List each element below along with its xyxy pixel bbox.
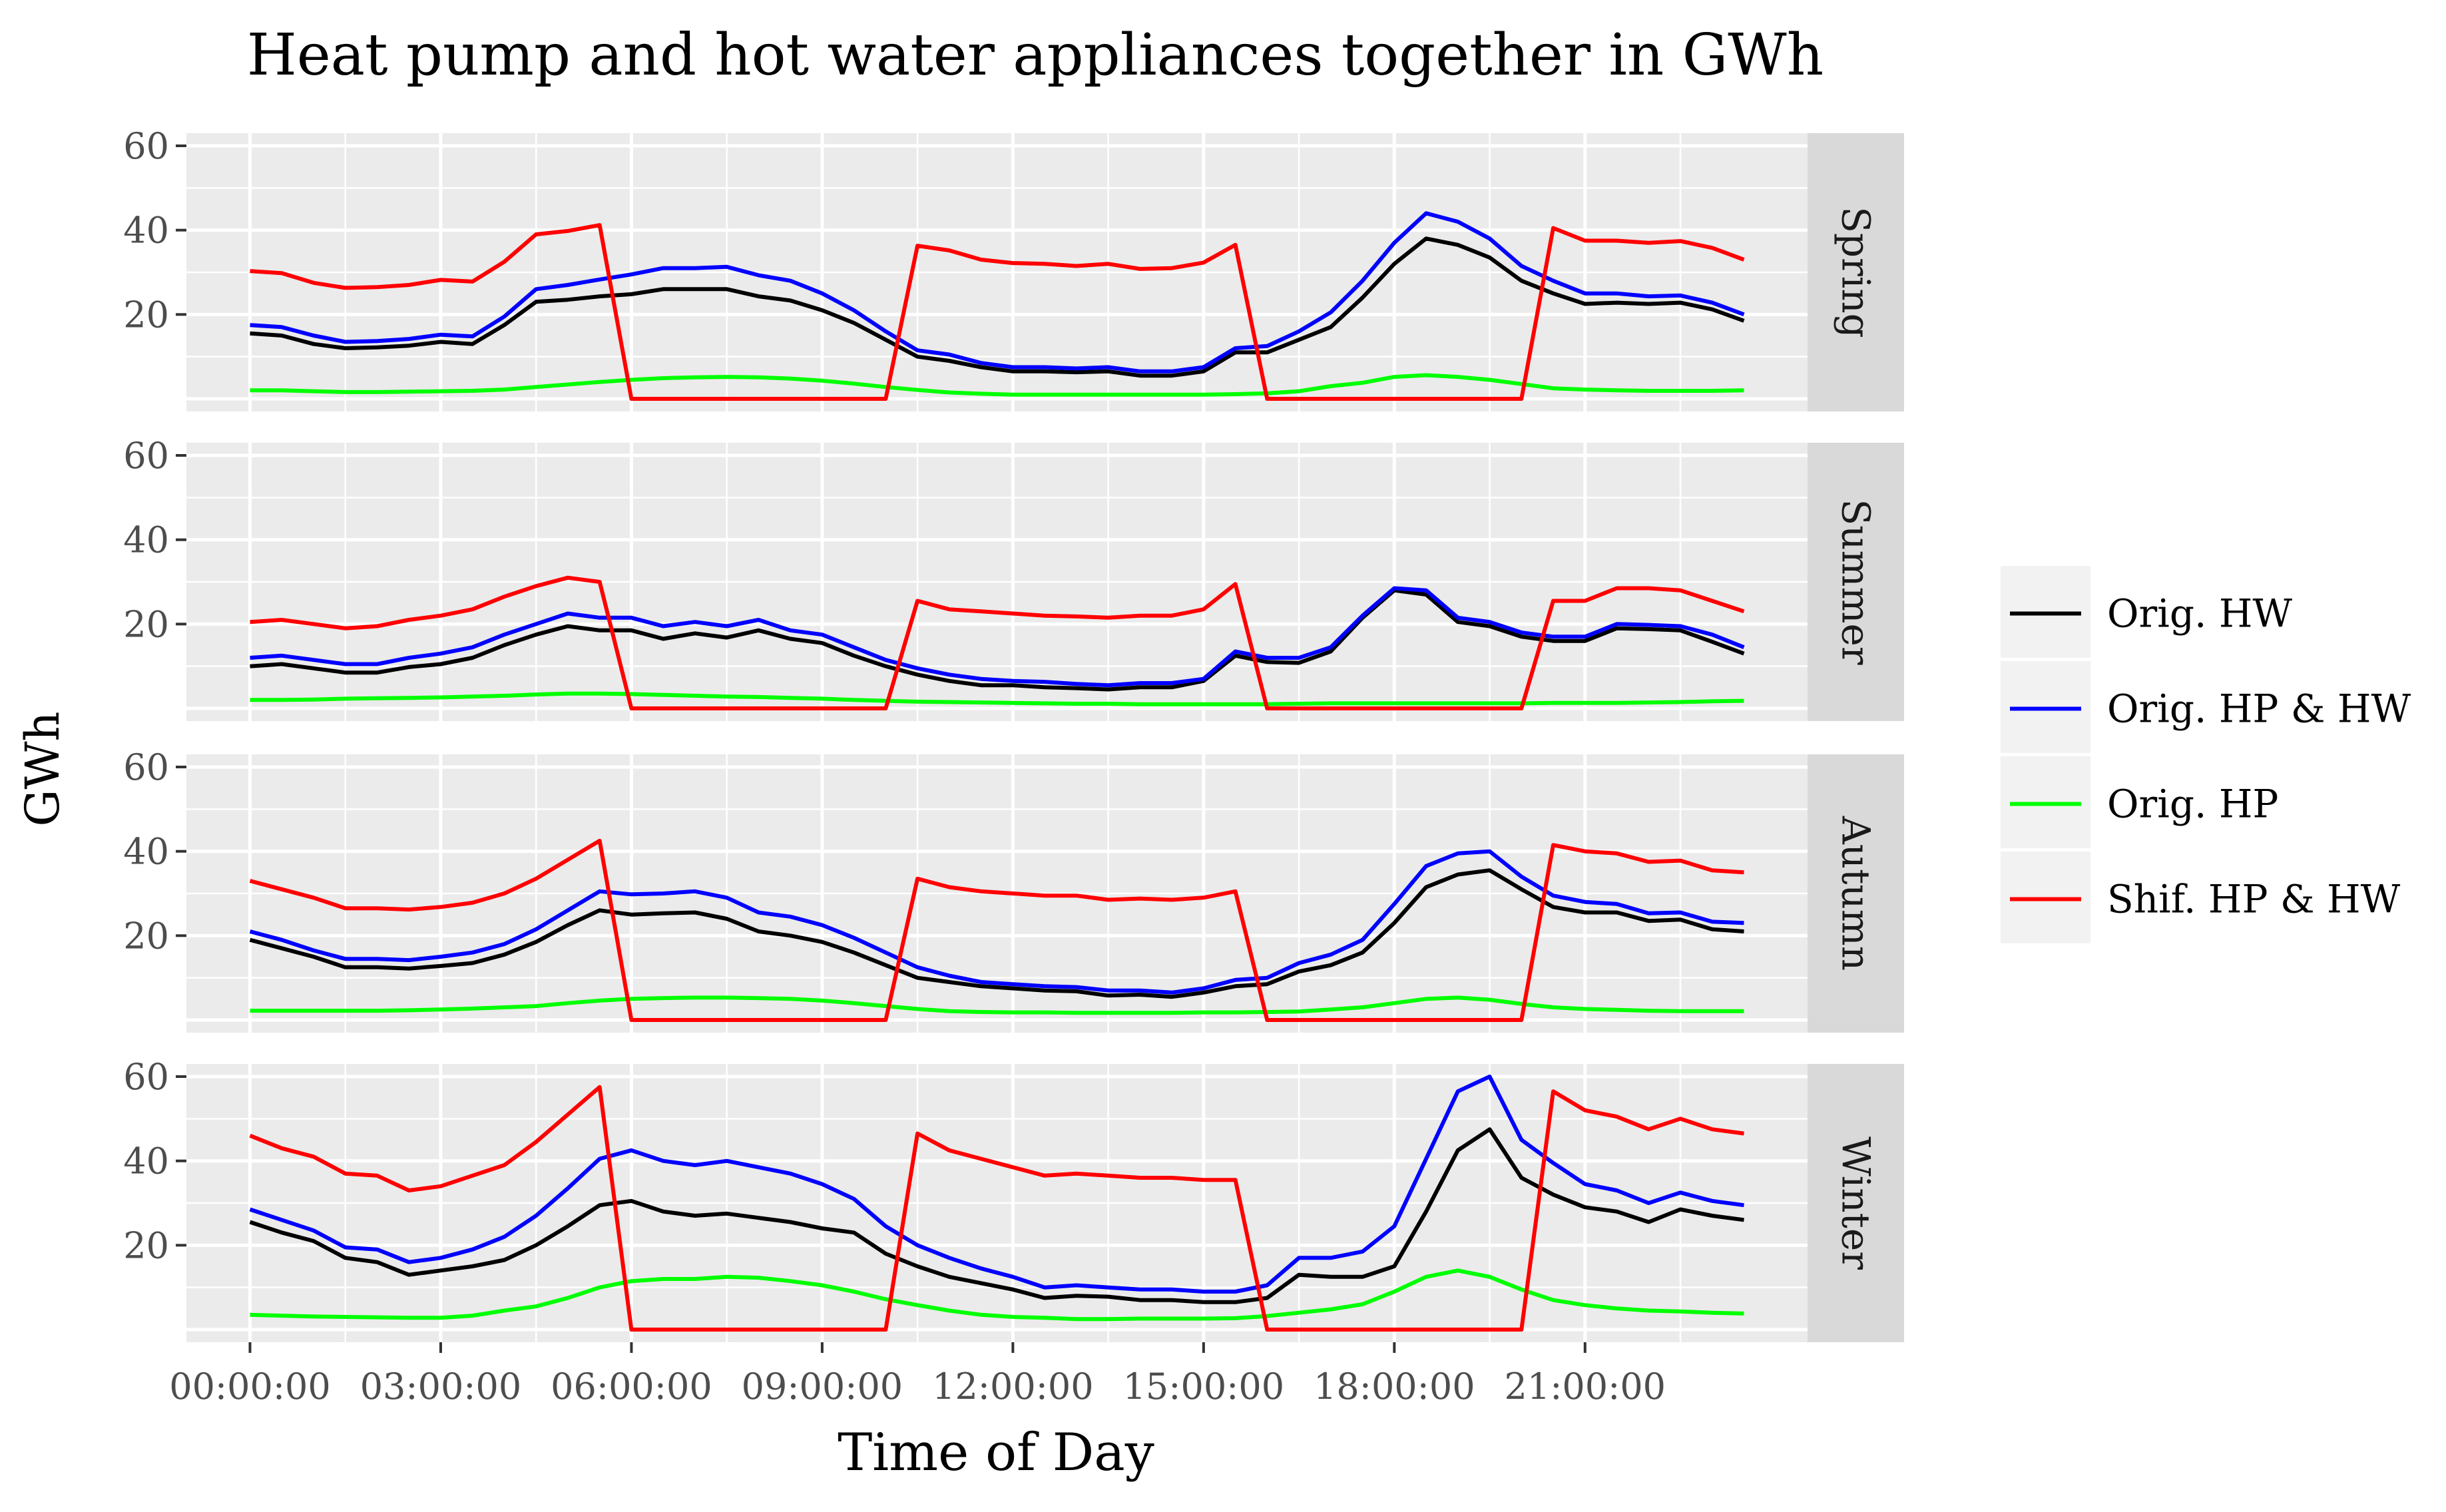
- x-tick-label: 21:00:00: [1505, 1366, 1666, 1407]
- facet-panels: 20 40 60 Spring 20 40 60 Summer 20 40 60 Autumn 20 40…: [123, 125, 1904, 1342]
- facet-strip: [1808, 754, 1904, 1033]
- x-tick-label: 03:00:00: [360, 1366, 522, 1407]
- x-tick-label: 00:00:00: [169, 1366, 331, 1407]
- y-tick-label: 20: [123, 603, 169, 645]
- x-axis-label: Time of Day: [838, 1423, 1154, 1483]
- legend-item: Orig. HP & HW: [2001, 661, 2411, 753]
- y-tick-label: 40: [123, 1140, 169, 1182]
- series-line-orig-hp: [250, 1268, 1744, 1322]
- y-tick-label: 60: [123, 1056, 169, 1098]
- x-tick-label: 18:00:00: [1314, 1366, 1475, 1407]
- series-line-orig-hw: [249, 1127, 1744, 1304]
- facet-strip-label: Winter: [1834, 1136, 1879, 1270]
- series-line-shif-hp-hw: [249, 1085, 1744, 1332]
- facet-panel-spring: 20 40 60 Spring: [123, 125, 1904, 411]
- series-line-orig-hw: [250, 236, 1745, 378]
- legend: Orig. HW Orig. HP & HW Orig. HP Shif. HP & …: [2001, 566, 2411, 943]
- y-tick-label: 60: [123, 746, 169, 788]
- y-tick-label: 60: [123, 435, 169, 477]
- y-tick-label: 40: [123, 831, 169, 873]
- legend-label: Orig. HW: [2107, 591, 2292, 636]
- series-line-shif-hp-hw: [250, 223, 1745, 401]
- facet-strip-label: Autumn: [1834, 816, 1879, 971]
- series-line-orig-hp-hw: [250, 586, 1745, 688]
- series-line-orig-hw: [250, 588, 1745, 692]
- facet-panel-summer: 20 40 60 Summer: [123, 435, 1904, 721]
- y-tick-label: 20: [123, 294, 169, 336]
- y-axis-label: GWh: [15, 712, 70, 827]
- legend-label: Shif. HP & HW: [2107, 877, 2401, 922]
- y-tick-label: 60: [123, 125, 169, 167]
- series-line-orig-hp: [250, 995, 1744, 1015]
- x-tick-label: 12:00:00: [932, 1366, 1094, 1407]
- facet-strip: [1808, 443, 1904, 721]
- legend-label: Orig. HP: [2107, 782, 2278, 827]
- y-tick-label: 20: [123, 1224, 169, 1266]
- x-tick-label: 09:00:00: [742, 1366, 903, 1407]
- series-line-orig-hp-hw: [250, 211, 1745, 374]
- x-tick-label: 06:00:00: [551, 1366, 712, 1407]
- facet-strip: [1808, 133, 1904, 411]
- x-axis: 00:00:00 03:00:00 06:00:00 09:00:00 12:00:00…: [169, 1342, 1666, 1407]
- legend-label: Orig. HP & HW: [2107, 686, 2411, 732]
- facet-panel-autumn: 20 40 60 Autumn: [123, 746, 1904, 1033]
- series-line-orig-hp-hw: [249, 849, 1744, 995]
- series-line-orig-hp-hw: [249, 1075, 1744, 1294]
- y-tick-label: 20: [123, 915, 169, 957]
- facet-panel-winter: 20 40 60 Winter: [123, 1056, 1904, 1342]
- series-line-orig-hp: [250, 691, 1744, 706]
- chart-title: Heat pump and hot water appliances toget…: [247, 22, 1824, 89]
- legend-item: Shif. HP & HW: [2001, 852, 2401, 943]
- y-tick-label: 40: [123, 519, 169, 561]
- facet-strip-label: Summer: [1834, 499, 1879, 664]
- facet-strip-label: Spring: [1834, 206, 1879, 338]
- series-line-shif-hp-hw: [249, 838, 1744, 1022]
- legend-item: Orig. HP: [2001, 756, 2278, 848]
- series-line-shif-hp-hw: [250, 575, 1745, 710]
- series-line-orig-hw: [249, 868, 1744, 999]
- series-line-orig-hp: [250, 373, 1744, 397]
- y-tick-label: 40: [123, 210, 169, 252]
- facet-strip: [1808, 1064, 1904, 1342]
- legend-item: Orig. HW: [2001, 566, 2292, 658]
- x-tick-label: 15:00:00: [1123, 1366, 1285, 1407]
